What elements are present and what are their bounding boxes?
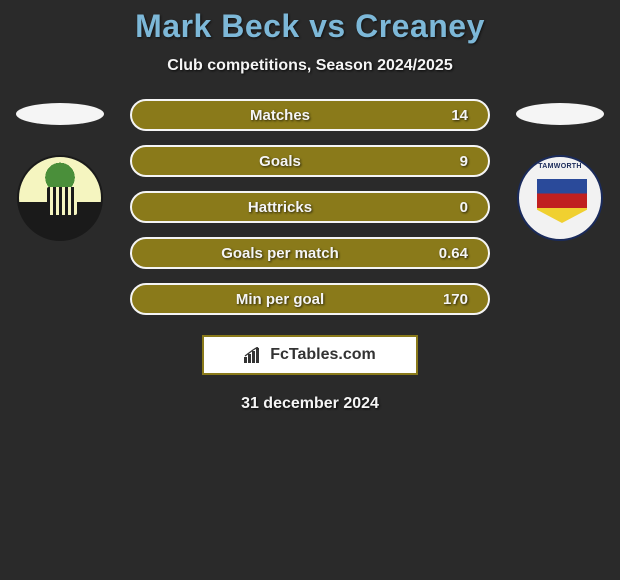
stat-row-min-per-goal: Min per goal 170 bbox=[130, 283, 490, 315]
stat-label: Goals bbox=[132, 153, 428, 170]
right-club-badge bbox=[517, 155, 603, 241]
left-column bbox=[10, 99, 110, 241]
stat-value: 0.64 bbox=[428, 245, 468, 262]
stat-row-hattricks: Hattricks 0 bbox=[130, 191, 490, 223]
brand-box[interactable]: FcTables.com bbox=[202, 335, 418, 375]
stat-label: Min per goal bbox=[132, 291, 428, 308]
stat-label: Goals per match bbox=[132, 245, 428, 262]
stat-label: Matches bbox=[132, 107, 428, 124]
stat-row-goals-per-match: Goals per match 0.64 bbox=[130, 237, 490, 269]
main-row: Matches 14 Goals 9 Hattricks 0 Goals per… bbox=[0, 99, 620, 315]
stat-label: Hattricks bbox=[132, 199, 428, 216]
stat-value: 0 bbox=[428, 199, 468, 216]
brand-label: FcTables.com bbox=[270, 346, 376, 364]
stat-row-matches: Matches 14 bbox=[130, 99, 490, 131]
stat-value: 14 bbox=[428, 107, 468, 124]
stat-value: 170 bbox=[428, 291, 468, 308]
bar-chart-icon bbox=[244, 347, 264, 363]
date-line: 31 december 2024 bbox=[0, 395, 620, 413]
stat-value: 9 bbox=[428, 153, 468, 170]
left-club-badge bbox=[17, 155, 103, 241]
right-player-placeholder bbox=[516, 103, 604, 125]
left-player-placeholder bbox=[16, 103, 104, 125]
stat-row-goals: Goals 9 bbox=[130, 145, 490, 177]
page-title: Mark Beck vs Creaney bbox=[0, 8, 620, 45]
subtitle: Club competitions, Season 2024/2025 bbox=[0, 57, 620, 75]
stats-column: Matches 14 Goals 9 Hattricks 0 Goals per… bbox=[130, 99, 490, 315]
comparison-card: Mark Beck vs Creaney Club competitions, … bbox=[0, 0, 620, 413]
right-column bbox=[510, 99, 610, 241]
